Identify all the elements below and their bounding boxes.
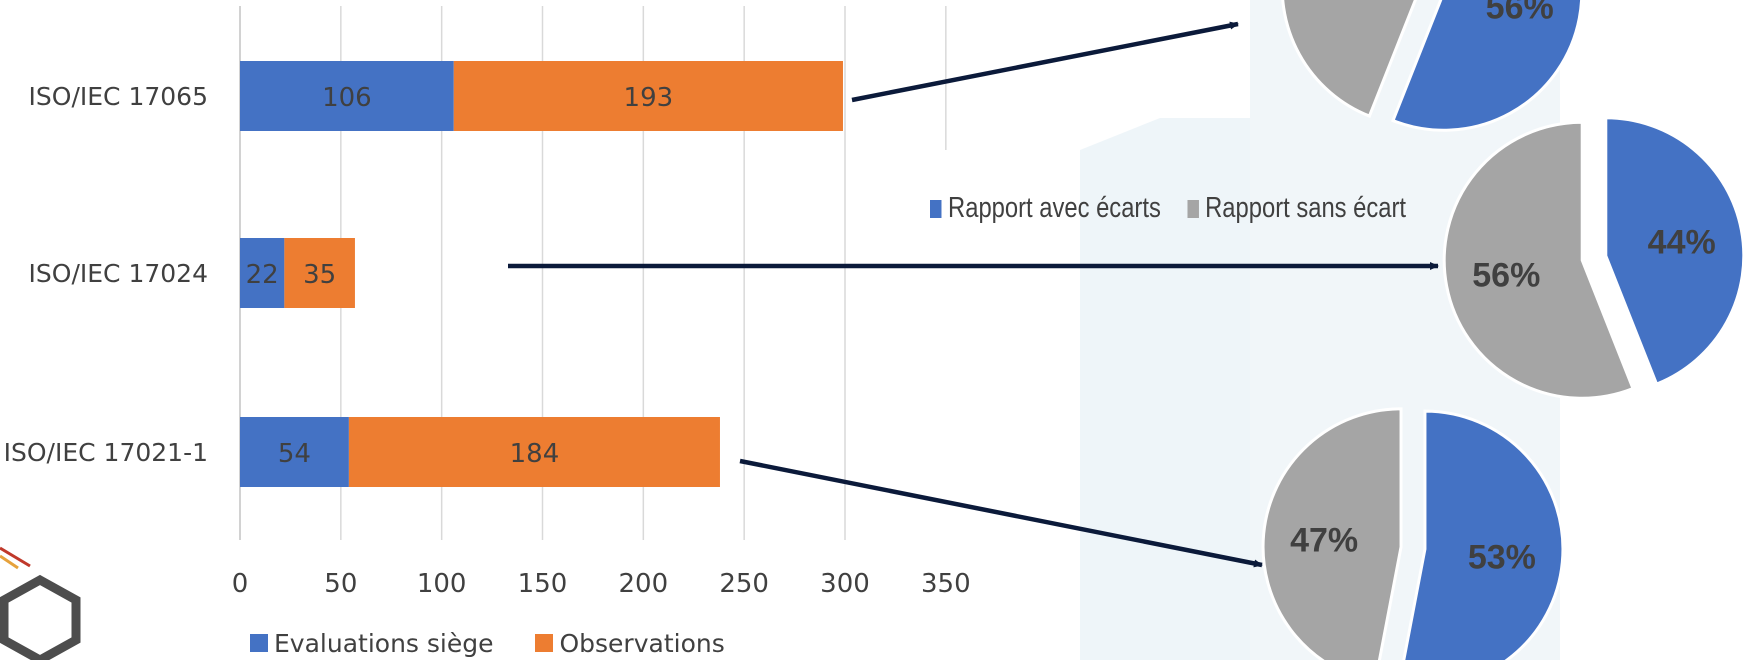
pie-slice-label: 44% bbox=[1648, 223, 1716, 261]
bg-panel-left bbox=[1080, 0, 1250, 660]
pie-chart: 56% bbox=[1281, 0, 1584, 132]
bar-segment bbox=[240, 61, 454, 131]
bar-segment bbox=[453, 61, 843, 131]
legend-label-observations: Observations bbox=[559, 628, 725, 658]
pie-legend-label-sans-ecart: Rapport sans écart bbox=[1205, 192, 1407, 224]
logo-hexagon-icon bbox=[0, 574, 81, 660]
legend-label-evaluations: Evaluations siège bbox=[274, 628, 494, 658]
pie-chart: 44% 56% bbox=[1442, 116, 1746, 400]
x-tick-label: 350 bbox=[921, 569, 971, 599]
pie-legend-swatch-avec-ecarts bbox=[930, 199, 942, 218]
y-tick-label: ISO/IEC 17024 bbox=[29, 259, 208, 288]
logo-orange-stroke bbox=[0, 554, 19, 570]
connector-arrow bbox=[739, 458, 1263, 568]
pie-slice bbox=[1281, 0, 1417, 119]
pie-slice bbox=[1402, 409, 1565, 660]
pie-legend: Rapport avec écarts Rapport sans écart bbox=[930, 192, 1432, 225]
bar-legend: Evaluations siège Observations bbox=[250, 628, 767, 658]
logo-red-stroke bbox=[0, 546, 31, 568]
pie-slice bbox=[1391, 0, 1584, 132]
bar-segment bbox=[240, 417, 349, 487]
x-tick-label: 150 bbox=[518, 569, 568, 599]
x-tick-label: 200 bbox=[619, 569, 669, 599]
bar-segment bbox=[240, 238, 285, 308]
pie-slice bbox=[1261, 407, 1403, 660]
pie-slice-label: 56% bbox=[1472, 257, 1540, 295]
bar-data-label: 35 bbox=[303, 260, 336, 290]
pie-charts: 56% 44% 56% 53% 47% bbox=[1261, 0, 1746, 660]
bar-data-label: 106 bbox=[322, 83, 372, 113]
x-tick-label: 50 bbox=[324, 569, 357, 599]
y-tick-label: ISO/IEC 17021-1 bbox=[4, 438, 208, 467]
y-axis-labels: ISO/IEC 17065 ISO/IEC 17024 ISO/IEC 17021-… bbox=[4, 82, 208, 467]
stacked-bars: 106 193 22 35 54 184 bbox=[240, 61, 843, 487]
pie-chart: 53% 47% bbox=[1261, 407, 1565, 660]
pie-slice bbox=[1442, 120, 1635, 400]
bar-data-label: 193 bbox=[624, 83, 674, 113]
y-tick-label: ISO/IEC 17065 bbox=[29, 82, 208, 111]
legend-item-observations: Observations bbox=[535, 628, 725, 658]
x-tick-label: 250 bbox=[719, 569, 769, 599]
x-axis-ticks: 0 50 100 150 200 250 300 350 bbox=[232, 569, 971, 599]
bar-segment bbox=[348, 417, 720, 487]
x-tick-label: 100 bbox=[417, 569, 467, 599]
x-tick-label: 300 bbox=[820, 569, 870, 599]
connector-arrow bbox=[851, 21, 1239, 103]
legend-swatch-evaluations bbox=[250, 634, 268, 652]
legend-swatch-observations bbox=[535, 634, 554, 652]
pie-legend-label-avec-ecarts: Rapport avec écarts bbox=[948, 192, 1161, 224]
bar-data-label: 22 bbox=[246, 260, 279, 290]
connector-arrows bbox=[508, 21, 1439, 568]
x-tick-label: 0 bbox=[232, 569, 249, 599]
pie-legend-item-avec-ecarts: Rapport avec écarts bbox=[930, 192, 1161, 225]
pie-slice-label: 47% bbox=[1290, 522, 1358, 560]
pie-slice bbox=[1604, 116, 1746, 387]
logo bbox=[0, 546, 81, 660]
bar-data-label: 184 bbox=[510, 439, 560, 469]
bar-data-label: 54 bbox=[278, 439, 311, 469]
pie-legend-item-sans-ecart: Rapport sans écart bbox=[1187, 192, 1406, 225]
pie-slice-label: 53% bbox=[1468, 538, 1536, 576]
pie-legend-swatch-sans-ecart bbox=[1187, 199, 1199, 218]
bar-segment bbox=[284, 238, 355, 308]
pie-slice-label: 56% bbox=[1486, 0, 1554, 27]
legend-item-evaluations: Evaluations siège bbox=[250, 629, 493, 658]
